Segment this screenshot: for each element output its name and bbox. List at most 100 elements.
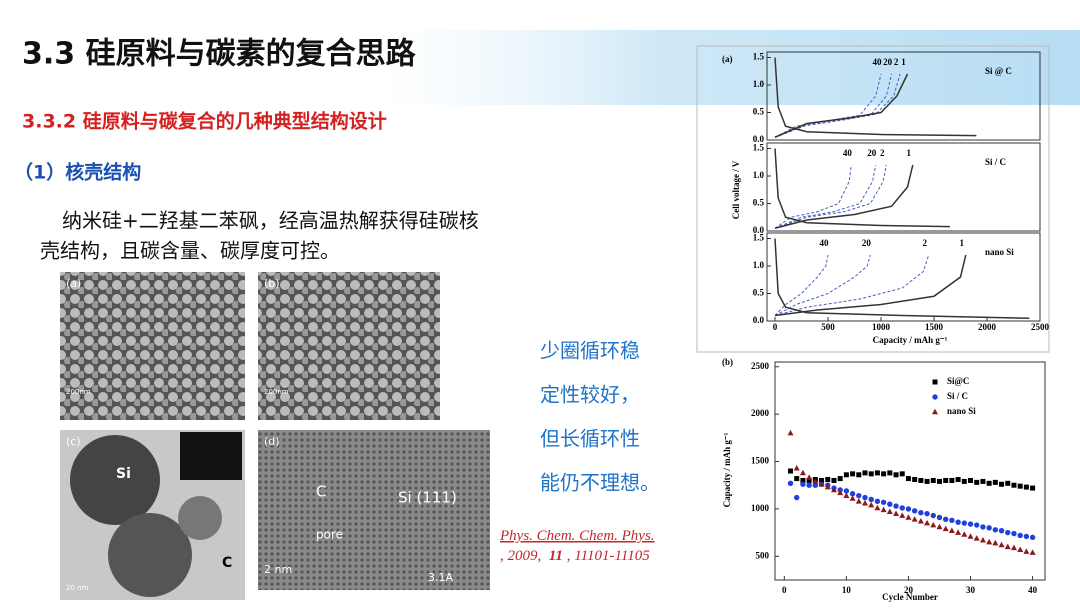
marker [812,478,819,484]
marker [986,538,993,545]
marker [893,472,899,478]
marker [843,492,850,498]
marker [1011,482,1017,488]
marker [874,504,881,511]
marker [979,536,986,543]
note-line: 但长循环性 [540,427,640,451]
x-tick-label: 10 [842,585,852,595]
marker [806,477,812,483]
marker [1029,534,1036,541]
marker [868,496,874,503]
note-line: 能仍不理想。 [540,471,660,495]
hrtem-image [258,430,490,590]
voltage-curve [774,164,852,229]
marker [1017,546,1024,552]
marker [899,505,905,511]
particle [70,435,160,525]
marker [955,529,962,535]
title: 3.3 硅原料与碳素的复合思路 [22,37,417,72]
voltage-curve [774,73,909,138]
y-tick-label: 1.5 [753,52,765,62]
image-annotation: Si (111) [398,489,457,507]
marker [886,508,893,515]
y-tick-label: 2500 [751,361,770,371]
voltage-curve [774,164,887,229]
y-tick-label: 0.0 [753,315,765,325]
marker [880,499,887,505]
x-tick-label: 40 [1028,585,1038,595]
x-tick-label: 30 [966,585,976,595]
marker [856,472,862,478]
marker [799,469,806,476]
image-label: (a) [66,277,81,290]
image-annotation: 3.1A [428,571,453,584]
marker [905,506,912,512]
marker [874,470,880,476]
marker [1029,549,1036,555]
scale-label: 200nm [66,388,91,396]
marker [893,510,900,516]
legend-label: Si / C [947,391,968,401]
marker [825,477,831,483]
voltage-curve [774,254,930,316]
marker [967,533,974,539]
curve-label: 2 [880,148,885,158]
marker [794,476,800,482]
voltage-curve [774,254,829,316]
marker [868,501,875,508]
y-tick-label: 1.0 [753,79,765,89]
scale-label: 200nm [264,388,289,396]
marker [905,476,911,482]
marker [911,508,918,514]
panel-frame [766,51,1041,141]
marker [924,510,930,517]
y-tick-label: 0.0 [753,134,765,144]
marker [924,519,931,526]
marker [1010,544,1017,551]
y-axis-label: Cell voltage / V [731,160,741,219]
marker [893,503,899,509]
marker [986,480,992,486]
panel-frame [766,232,1041,322]
chart-frame [696,45,1050,353]
marker [912,477,918,483]
marker [881,471,887,477]
marker [787,429,794,436]
marker [849,491,856,497]
y-tick-label: 1.0 [753,170,765,180]
sem-image [258,272,440,420]
curve-label: 1 [901,57,906,67]
marker [992,479,998,485]
marker [992,539,999,546]
marker [918,477,924,483]
y-tick-label: 0.5 [753,107,765,117]
x-tick-label: 1500 [925,322,944,332]
image-annotation: C [222,555,232,571]
marker [943,477,949,483]
marker [955,477,961,483]
y-tick-label: 1500 [751,456,770,466]
paragraph-line: 纳米硅+二羟基二苯砜，经高温热解获得硅碳核 [62,209,479,233]
marker [1005,529,1011,536]
x-axis-label: Capacity / mAh g⁻¹ [873,335,948,345]
marker [830,486,837,493]
legend-marker [932,408,938,415]
voltage-curve [774,148,950,228]
marker [849,495,856,501]
curve-label: 40 [820,238,830,248]
marker [1023,533,1030,540]
note-line: 少圈循环稳 [540,339,640,363]
x-tick-label: 2000 [978,322,997,332]
y-tick-label: 1.0 [753,260,765,270]
marker [980,524,986,530]
marker [924,478,930,484]
curve-label: 40 [873,57,883,67]
particle [178,496,222,540]
voltage-curve [774,57,977,137]
x-tick-label: 0 [773,322,778,332]
image-label: (b) [264,277,280,290]
citation-pages: , 11101-11105 [567,548,651,564]
marker [992,527,999,533]
curve-label: 20 [883,57,893,67]
image-label: (d) [264,435,280,448]
